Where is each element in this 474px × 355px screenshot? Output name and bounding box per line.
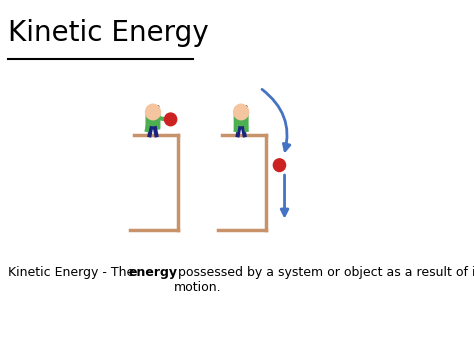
Circle shape bbox=[146, 104, 160, 120]
Circle shape bbox=[273, 159, 285, 171]
Text: Kinetic Energy - The: Kinetic Energy - The bbox=[8, 266, 138, 279]
Text: Kinetic Energy: Kinetic Energy bbox=[8, 19, 209, 47]
FancyArrowPatch shape bbox=[262, 89, 290, 151]
Circle shape bbox=[164, 113, 177, 126]
FancyBboxPatch shape bbox=[234, 111, 248, 129]
Text: possessed by a system or object as a result of its
motion.: possessed by a system or object as a res… bbox=[173, 266, 474, 294]
FancyBboxPatch shape bbox=[146, 111, 160, 129]
Text: energy: energy bbox=[128, 266, 177, 279]
Text: energy: energy bbox=[128, 266, 177, 279]
Text: Kinetic Energy - The: Kinetic Energy - The bbox=[8, 266, 138, 279]
Circle shape bbox=[234, 104, 248, 120]
